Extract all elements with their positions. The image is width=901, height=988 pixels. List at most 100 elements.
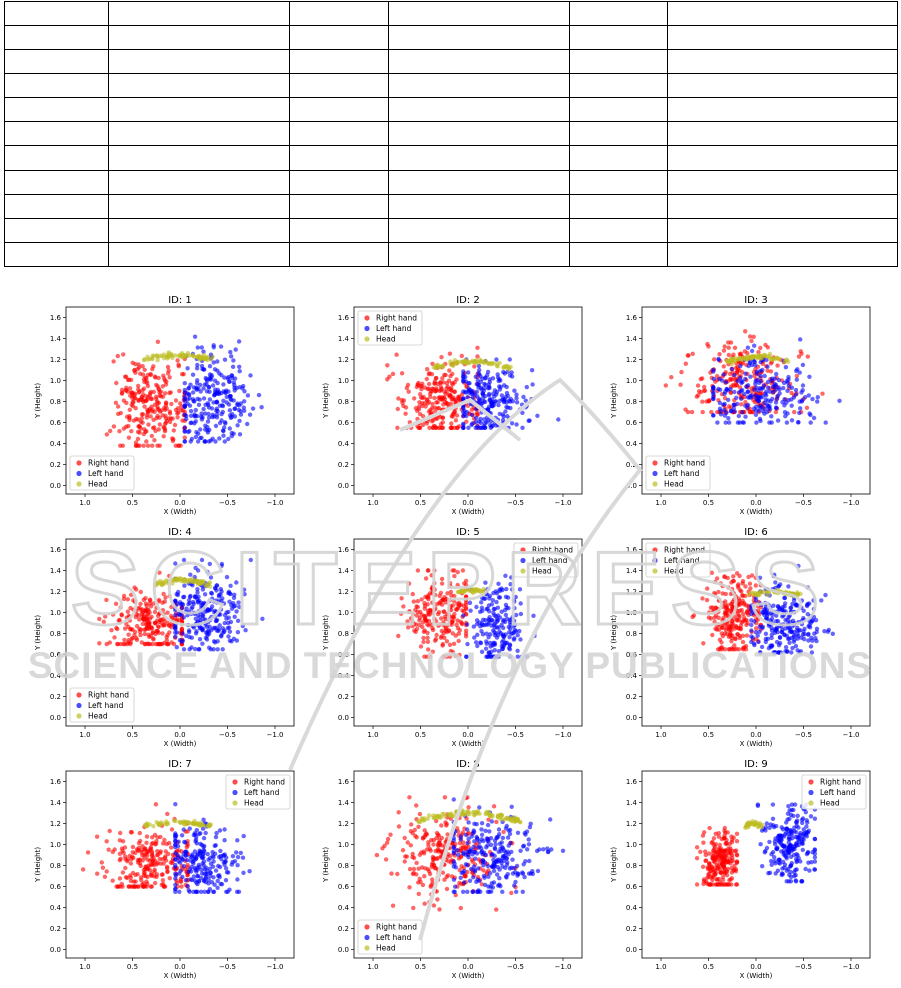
x-tick-label: −0.5 (795, 731, 812, 739)
scatter-point (500, 813, 504, 817)
scatter-point (469, 423, 473, 427)
scatter-point (471, 875, 475, 879)
scatter-point (478, 640, 482, 644)
scatter-point (714, 871, 718, 875)
scatter-point (416, 599, 420, 603)
y-tick-label: 0.8 (338, 862, 349, 870)
scatter-point (678, 383, 682, 387)
y-tick-label: 0.8 (50, 630, 61, 638)
scatter-point (132, 884, 136, 888)
table-cell (389, 26, 570, 50)
legend-label: Left hand (376, 324, 412, 333)
scatter-point (731, 590, 735, 594)
scatter-point (435, 831, 439, 835)
scatter-point (521, 395, 525, 399)
x-axis-label: X (Width) (740, 508, 773, 516)
table-cell (389, 74, 570, 98)
scatter-point (746, 346, 750, 350)
scatter-point (754, 405, 758, 409)
scatter-point (794, 603, 798, 607)
scatter-point (490, 602, 494, 606)
scatter-point (148, 859, 152, 863)
legend-label: Head (244, 799, 264, 808)
scatter-point (193, 849, 197, 853)
scatter-point (391, 904, 395, 908)
scatter-point (213, 844, 217, 848)
scatter-point (758, 355, 762, 359)
scatter-point (789, 391, 793, 395)
legend-marker (232, 800, 237, 805)
scatter-point (754, 413, 758, 417)
x-axis-label: X (Width) (452, 972, 485, 980)
y-tick-label: 0.8 (338, 630, 349, 638)
scatter-point (775, 363, 779, 367)
scatter-point (469, 402, 473, 406)
table-cell (290, 170, 389, 194)
scatter-point (770, 617, 774, 621)
y-tick-label: 0.4 (50, 440, 62, 448)
scatter-point (228, 584, 232, 588)
y-tick-label: 0.6 (338, 419, 350, 427)
scatter-point (174, 398, 178, 402)
scatter-point (107, 848, 111, 852)
scatter-point (537, 847, 541, 851)
legend-marker (652, 481, 657, 486)
scatter-point (735, 853, 739, 857)
points-layer (97, 558, 264, 652)
scatter-point (178, 401, 182, 405)
x-tick-label: −1.0 (555, 963, 572, 971)
scatter-point (461, 890, 465, 894)
table-cell (668, 50, 898, 74)
scatter-point (469, 587, 473, 591)
scatter-point (784, 365, 788, 369)
scatter-point (739, 601, 743, 605)
x-tick-label: −1.0 (843, 499, 860, 507)
scatter-point (445, 887, 449, 891)
scatter-point (422, 835, 426, 839)
scatter-point (503, 398, 507, 402)
scatter-point (827, 628, 831, 632)
y-tick-label: 1.6 (626, 314, 638, 322)
table-cell (570, 74, 668, 98)
scatter-point (465, 359, 469, 363)
scatter-point (130, 390, 134, 394)
table-cell (109, 122, 290, 146)
table-row (5, 242, 898, 266)
scatter-point (432, 568, 436, 572)
scatter-point (717, 850, 721, 854)
scatter-point (233, 604, 237, 608)
scatter-point (165, 407, 169, 411)
legend-marker (364, 315, 369, 320)
scatter-point (408, 867, 412, 871)
scatter-point (464, 595, 468, 599)
scatter-point (213, 379, 217, 383)
scatter-point (137, 390, 141, 394)
scatter-point (426, 401, 430, 405)
scatter-point (120, 392, 124, 396)
y-tick-label: 1.0 (338, 609, 349, 617)
scatter-point (224, 616, 228, 620)
scatter-point (237, 419, 241, 423)
scatter-point (510, 815, 514, 819)
scatter-point (736, 420, 740, 424)
scatter-point (152, 354, 156, 358)
y-tick-label: 1.6 (50, 314, 62, 322)
scatter-point (212, 345, 216, 349)
scatter-point (232, 380, 236, 384)
scatter-point (434, 426, 438, 430)
scatter-point (521, 890, 525, 894)
scatter-point (118, 876, 122, 880)
scatter-point (760, 405, 764, 409)
scatter-point (170, 581, 174, 585)
scatter-point (175, 415, 179, 419)
scatter-point (450, 414, 454, 418)
table-cell (668, 170, 898, 194)
scatter-point (782, 609, 786, 613)
scatter-point (507, 843, 511, 847)
scatter-point (740, 388, 744, 392)
scatter-point (741, 579, 745, 583)
scatter-point (766, 404, 770, 408)
scatter-point (101, 866, 105, 870)
